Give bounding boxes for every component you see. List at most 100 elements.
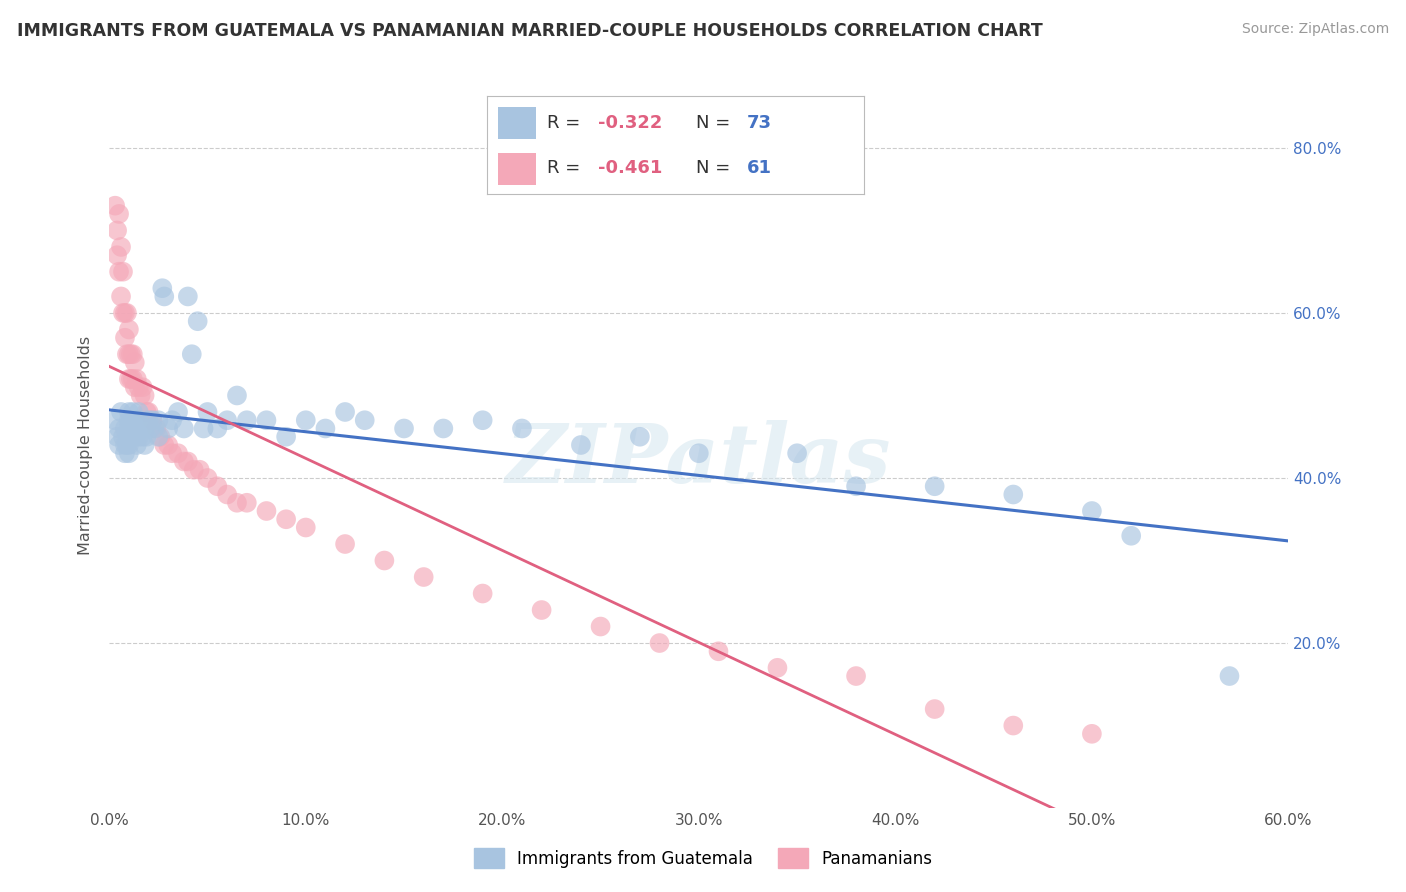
Point (128, 413, 150, 427)
Point (197, 405, 219, 419)
Point (766, 661, 789, 675)
Text: IMMIGRANTS FROM GUATEMALA VS PANAMANIAN MARRIED-COUPLE HOUSEHOLDS CORRELATION CH: IMMIGRANTS FROM GUATEMALA VS PANAMANIAN … (17, 22, 1043, 40)
Y-axis label: Married-couple Households: Married-couple Households (79, 335, 93, 555)
Point (845, 669, 868, 683)
Point (118, 347, 141, 361)
Legend: Immigrants from Guatemala, Panamanians: Immigrants from Guatemala, Panamanians (465, 839, 941, 877)
Point (135, 405, 157, 419)
Point (256, 413, 278, 427)
Point (353, 413, 375, 427)
Point (217, 487, 239, 501)
Point (510, 421, 533, 435)
Point (160, 413, 183, 427)
Point (125, 438, 148, 452)
Point (141, 413, 163, 427)
Point (924, 702, 946, 716)
Point (333, 405, 356, 419)
Point (124, 355, 146, 369)
Point (134, 421, 156, 435)
Point (153, 289, 176, 303)
Point (150, 281, 173, 295)
Point (108, 438, 131, 452)
Point (131, 430, 153, 444)
Point (118, 405, 141, 419)
Point (129, 421, 152, 435)
Point (412, 570, 434, 584)
Point (1002, 487, 1025, 501)
Point (118, 372, 141, 386)
Point (145, 421, 167, 435)
Point (180, 347, 202, 361)
Point (148, 413, 170, 427)
Point (134, 438, 156, 452)
Point (1081, 504, 1104, 518)
Point (114, 438, 136, 452)
Point (648, 636, 671, 650)
Point (294, 413, 316, 427)
Point (333, 537, 356, 551)
Point (120, 413, 142, 427)
Point (124, 380, 146, 394)
Point (105, 223, 128, 237)
Point (688, 446, 710, 460)
Point (111, 430, 134, 444)
Point (173, 454, 195, 468)
Point (135, 430, 157, 444)
Point (143, 421, 166, 435)
Point (141, 413, 163, 427)
Point (183, 463, 205, 477)
Point (110, 405, 132, 419)
Point (111, 265, 134, 279)
Point (114, 446, 136, 460)
Point (274, 430, 297, 444)
Point (115, 347, 138, 361)
Point (118, 413, 141, 427)
Point (167, 405, 190, 419)
Point (118, 438, 141, 452)
Point (120, 372, 142, 386)
Point (108, 265, 131, 279)
Point (115, 306, 138, 320)
Point (148, 430, 170, 444)
Point (1218, 669, 1240, 683)
Point (114, 421, 136, 435)
Point (124, 413, 146, 427)
Point (138, 405, 160, 419)
Point (236, 413, 259, 427)
Point (115, 438, 138, 452)
Point (111, 306, 134, 320)
Point (207, 421, 229, 435)
Point (217, 413, 239, 427)
Point (114, 331, 136, 345)
Point (193, 421, 215, 435)
Point (125, 421, 148, 435)
Point (1002, 718, 1025, 732)
Point (134, 388, 156, 402)
Point (120, 347, 142, 361)
Point (160, 446, 183, 460)
Point (121, 347, 143, 361)
Point (108, 207, 131, 221)
Point (589, 619, 612, 633)
Point (129, 388, 152, 402)
Point (121, 421, 143, 435)
Point (118, 430, 141, 444)
Text: ZIPatlas: ZIPatlas (506, 419, 891, 500)
Point (157, 438, 180, 452)
Point (173, 421, 195, 435)
Point (924, 479, 946, 493)
Point (110, 289, 132, 303)
Point (118, 446, 141, 460)
Point (373, 553, 395, 567)
Point (207, 479, 229, 493)
Point (274, 512, 297, 526)
Point (530, 603, 553, 617)
Point (108, 421, 131, 435)
Point (569, 438, 592, 452)
Point (118, 322, 141, 336)
Point (294, 520, 316, 534)
Point (471, 586, 494, 600)
Point (138, 413, 160, 427)
Point (157, 421, 180, 435)
Point (187, 314, 209, 328)
